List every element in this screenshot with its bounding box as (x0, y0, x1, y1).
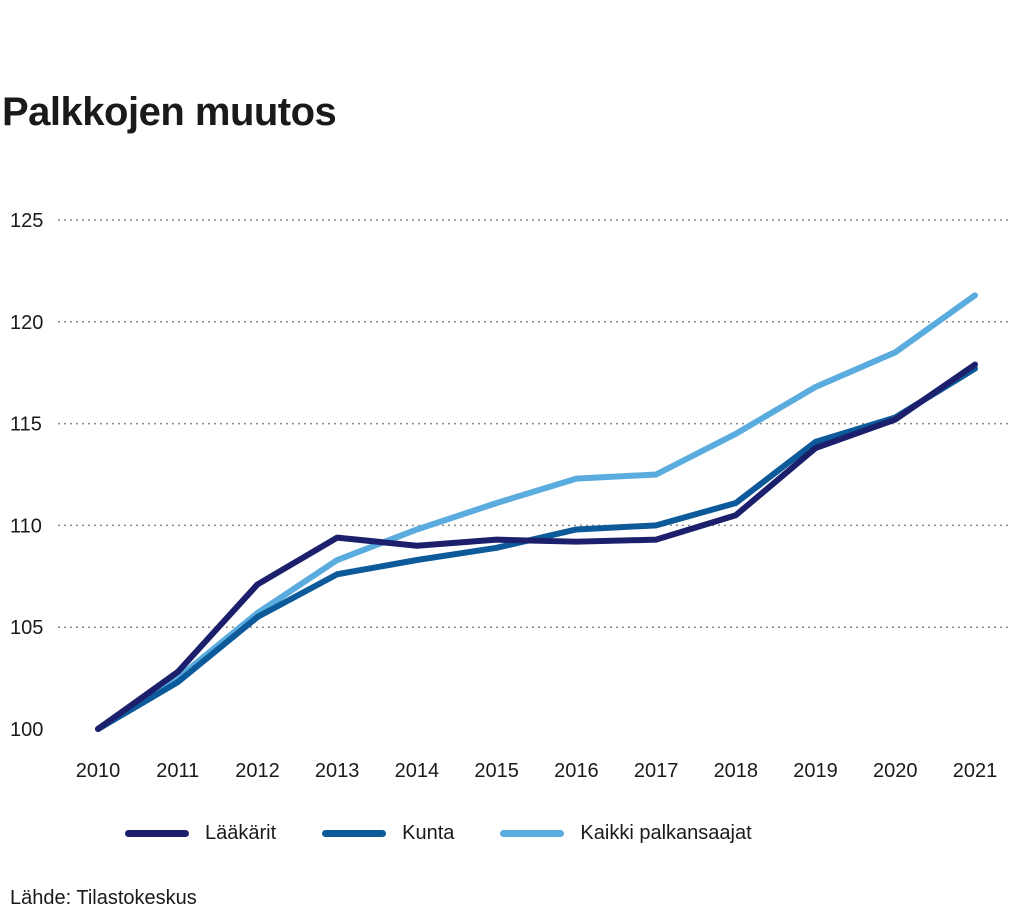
series-lines (95, 292, 978, 732)
x-tick-label: 2021 (953, 760, 998, 782)
x-tick-label: 2019 (793, 760, 838, 782)
legend-swatch-laakarit (125, 829, 189, 837)
y-tick-label: 105 (10, 617, 43, 639)
x-axis-ticks: 2010 2011 2012 2013 2014 2015 2016 2017 2018 2019… (76, 760, 998, 782)
x-tick-label: 2015 (474, 760, 519, 782)
y-tick-label: 125 (10, 210, 43, 232)
legend-label-kunta: Kunta (402, 821, 455, 844)
legend-swatch-kaikki (500, 829, 565, 837)
y-axis-ticks: 100 105 110 115 120 125 (10, 210, 43, 741)
x-tick-label: 2016 (554, 760, 599, 782)
chart-legend: Lääkärit Kunta Kaikki palkansaajat (125, 818, 798, 848)
x-tick-label: 2012 (235, 760, 280, 782)
x-tick-label: 2014 (395, 760, 440, 782)
series-line-0 (95, 361, 978, 732)
x-tick-label: 2013 (315, 760, 360, 782)
legend-item-laakarit: Lääkärit (125, 822, 276, 845)
legend-label-kaikki: Kaikki palkansaajat (580, 821, 752, 844)
y-tick-label: 115 (10, 414, 42, 436)
x-tick-label: 2017 (634, 760, 679, 782)
source-note: Lähde: Tilastokeskus (10, 887, 197, 909)
legend-item-kaikki: Kaikki palkansaajat (500, 821, 752, 845)
chart-title: Palkkojen muutos (2, 90, 337, 134)
y-tick-label: 100 (10, 719, 43, 741)
x-tick-label: 2011 (156, 760, 199, 782)
legend-label-laakarit: Lääkärit (205, 821, 277, 844)
legend-swatch-kunta (322, 829, 387, 837)
series-line-2 (95, 292, 978, 732)
series-line-1 (95, 365, 978, 732)
y-tick-label: 110 (10, 515, 42, 537)
x-tick-label: 2010 (76, 760, 121, 782)
legend-item-kunta: Kunta (322, 822, 454, 845)
x-tick-label: 2020 (873, 760, 918, 782)
x-tick-label: 2018 (714, 760, 759, 782)
y-tick-label: 120 (10, 312, 43, 334)
